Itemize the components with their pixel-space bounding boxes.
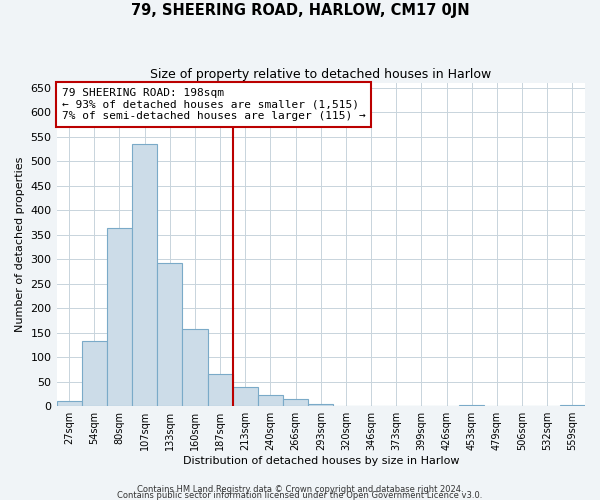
Bar <box>56 402 82 406</box>
Title: Size of property relative to detached houses in Harlow: Size of property relative to detached ho… <box>150 68 491 80</box>
Bar <box>82 341 107 406</box>
Bar <box>459 405 484 406</box>
Text: 79 SHEERING ROAD: 198sqm
← 93% of detached houses are smaller (1,515)
7% of semi: 79 SHEERING ROAD: 198sqm ← 93% of detach… <box>62 88 365 121</box>
Bar <box>107 228 132 406</box>
Y-axis label: Number of detached properties: Number of detached properties <box>15 157 25 332</box>
X-axis label: Distribution of detached houses by size in Harlow: Distribution of detached houses by size … <box>182 456 459 466</box>
Bar <box>233 386 258 406</box>
Bar <box>308 404 334 406</box>
Bar <box>208 374 233 406</box>
Bar <box>258 396 283 406</box>
Bar <box>132 144 157 406</box>
Bar <box>182 329 208 406</box>
Bar <box>157 262 182 406</box>
Bar <box>283 400 308 406</box>
Text: Contains HM Land Registry data © Crown copyright and database right 2024.: Contains HM Land Registry data © Crown c… <box>137 485 463 494</box>
Text: 79, SHEERING ROAD, HARLOW, CM17 0JN: 79, SHEERING ROAD, HARLOW, CM17 0JN <box>131 2 469 18</box>
Bar <box>560 405 585 406</box>
Text: Contains public sector information licensed under the Open Government Licence v3: Contains public sector information licen… <box>118 492 482 500</box>
